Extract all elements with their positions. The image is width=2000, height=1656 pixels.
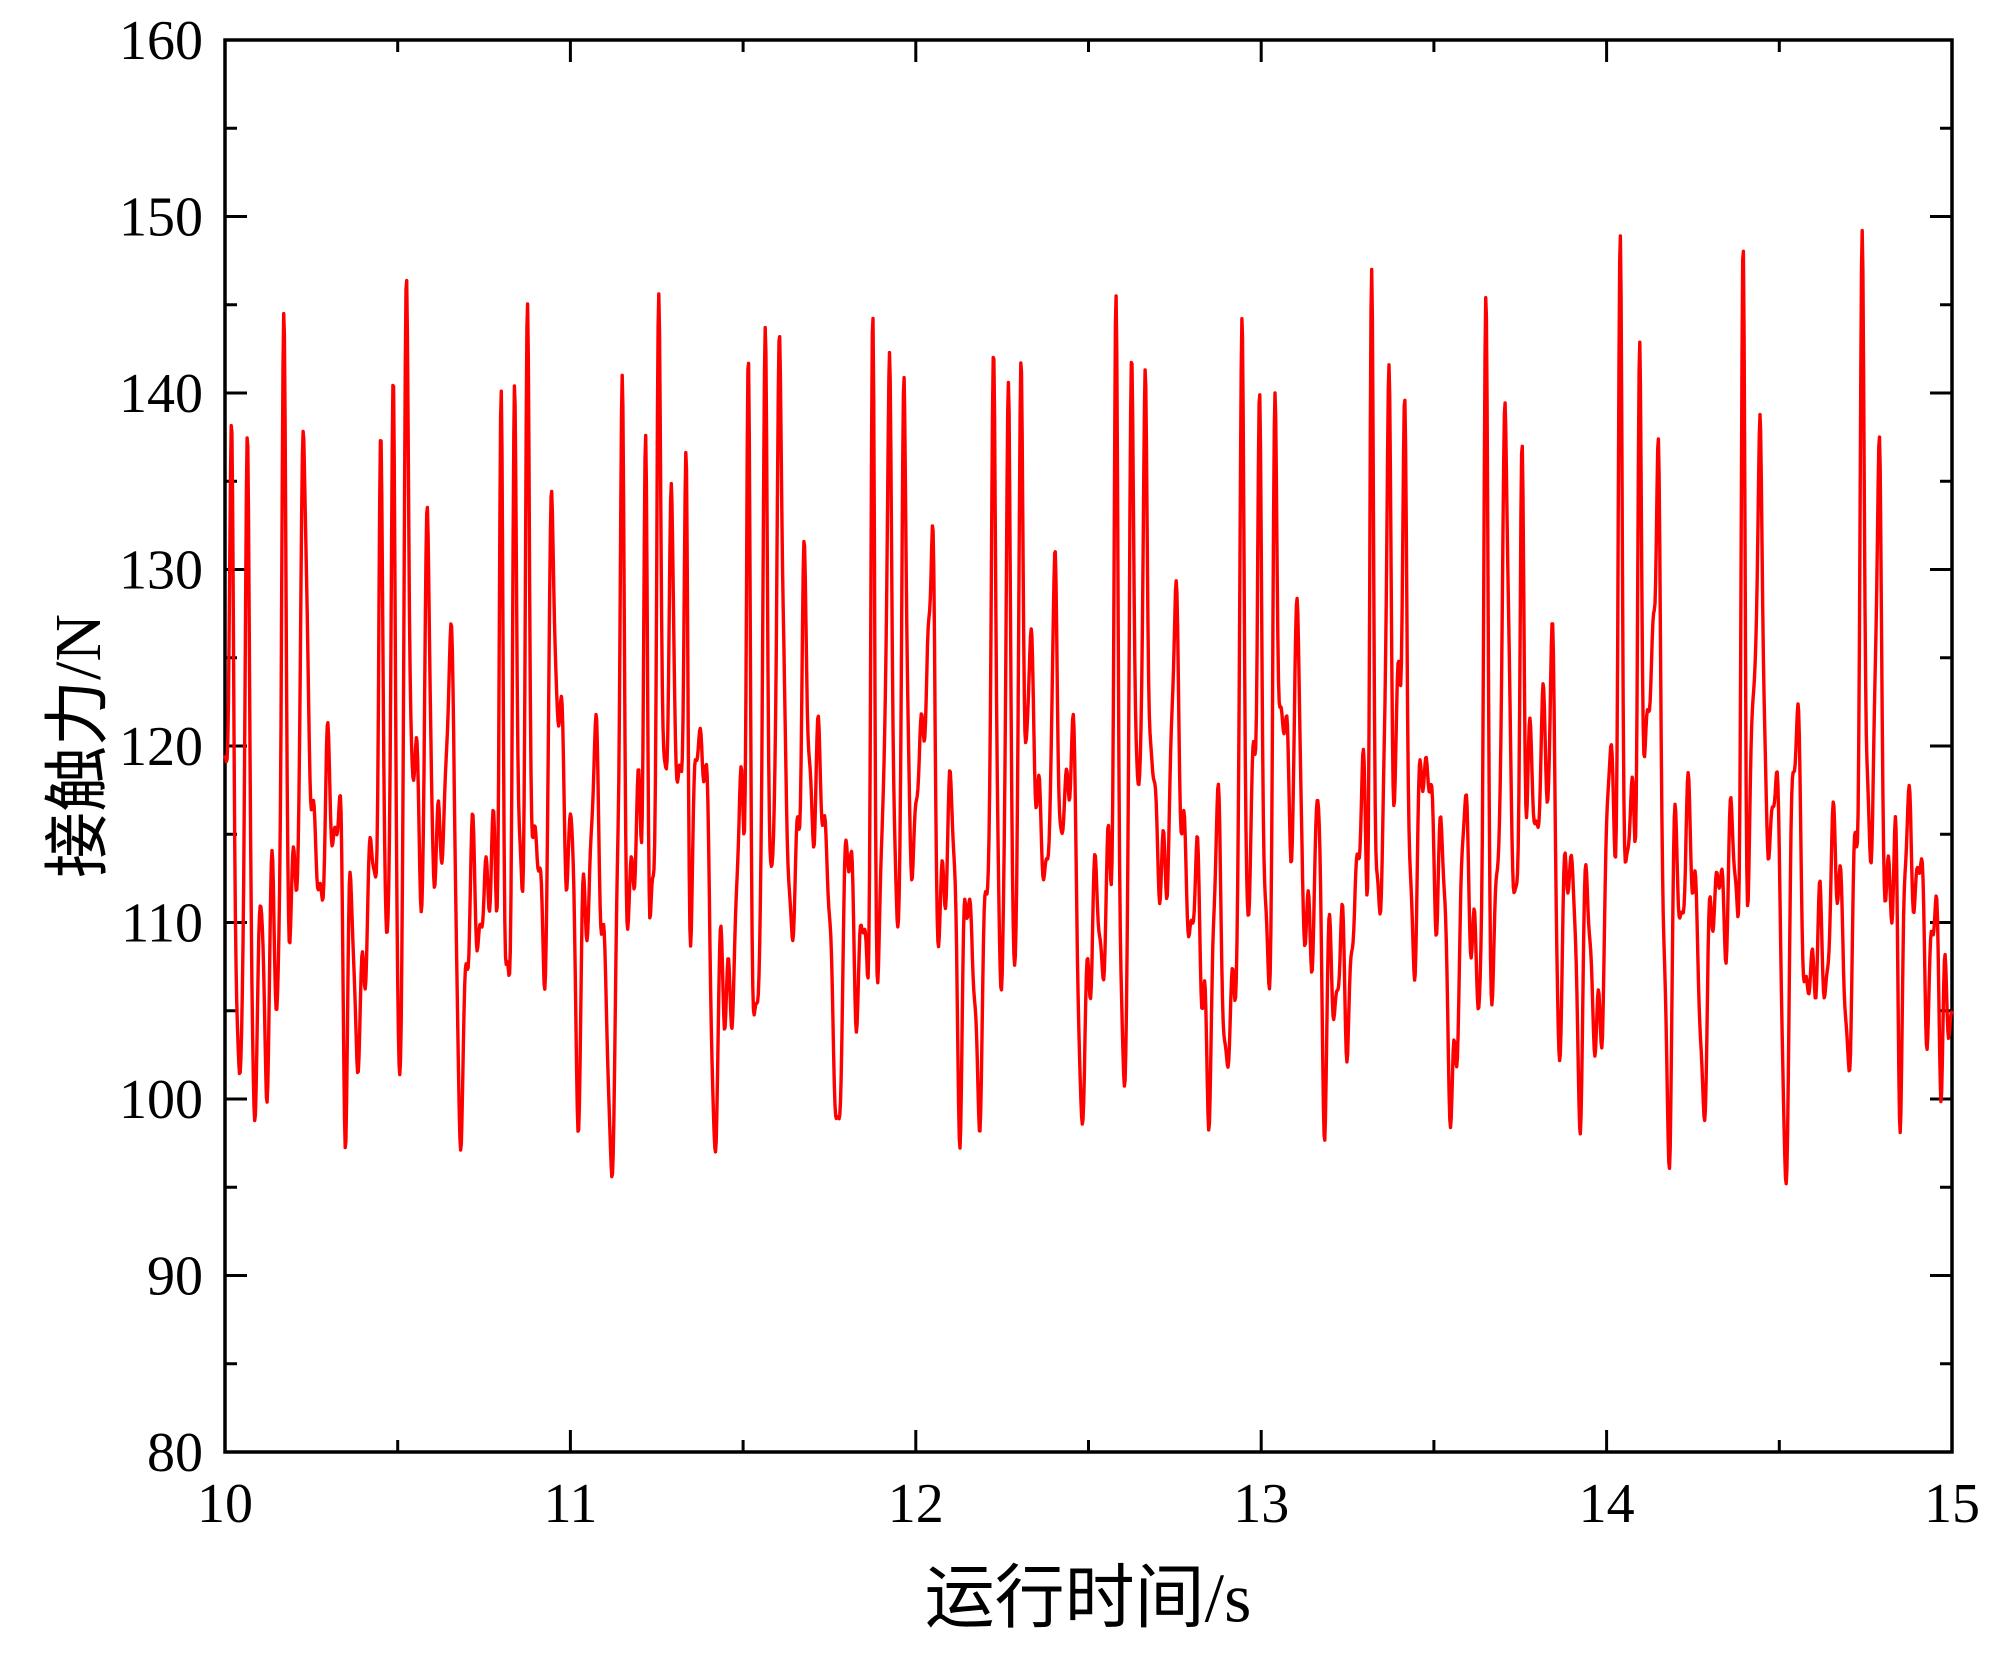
y-tick-label: 90 — [147, 1246, 203, 1308]
x-tick-label: 14 — [1579, 1473, 1635, 1535]
x-axis-title: 运行时间/s — [924, 1560, 1252, 1638]
x-tick-label: 11 — [543, 1473, 597, 1535]
y-tick-label: 80 — [147, 1422, 203, 1484]
y-tick-label: 120 — [119, 716, 203, 778]
x-tick-label: 12 — [888, 1473, 944, 1535]
y-tick-label: 140 — [119, 363, 203, 425]
contact-force-series-line — [223, 228, 1954, 1186]
y-tick-label: 100 — [119, 1069, 203, 1131]
y-tick-label: 110 — [121, 893, 203, 955]
y-tick-label: 160 — [119, 10, 203, 72]
y-axis-title: 接触力/N — [42, 614, 115, 878]
x-tick-label: 15 — [1924, 1473, 1980, 1535]
x-tick-label: 13 — [1233, 1473, 1289, 1535]
x-tick-label: 10 — [197, 1473, 253, 1535]
y-tick-label: 150 — [119, 187, 203, 249]
plot-frame — [223, 38, 1954, 1454]
y-tick-label: 130 — [119, 540, 203, 602]
